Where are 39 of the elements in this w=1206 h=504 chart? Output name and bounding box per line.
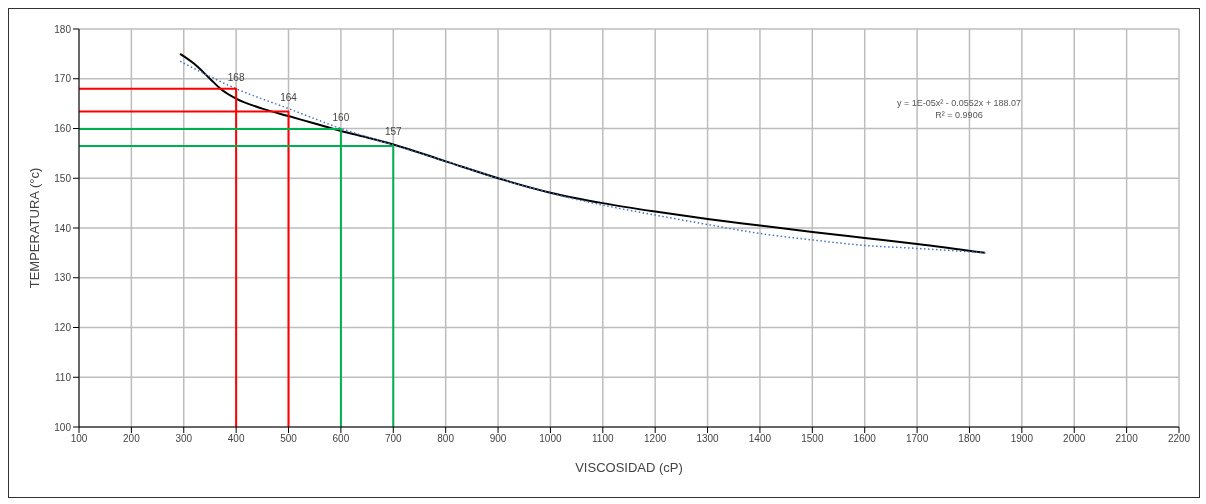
y-tick-label: 160 [54, 123, 72, 135]
x-tick-label: 600 [332, 433, 350, 445]
y-tick-label: 180 [54, 23, 72, 35]
x-tick-label: 1300 [696, 433, 720, 445]
x-tick-label: 1700 [905, 433, 929, 445]
y-tick-label: 150 [54, 172, 72, 184]
annotation: 157 [384, 126, 403, 138]
y-tick-label: 110 [55, 371, 72, 383]
annotation: 168 [227, 71, 245, 83]
x-tick-label: 1600 [853, 433, 877, 445]
x-tick-label: 1000 [539, 433, 562, 445]
annotation: 160 [332, 111, 350, 123]
x-tick-label: 2200 [1167, 433, 1191, 445]
x-tick-label: 1800 [958, 433, 982, 445]
y-tick-label: 120 [54, 322, 72, 334]
x-tick-label: 1900 [1010, 433, 1034, 445]
y-tick-label: 170 [54, 73, 72, 85]
y-axis-title: TEMPERATURA (°c) [26, 167, 42, 289]
x-tick-label: 300 [175, 433, 193, 445]
x-tick-label: 1200 [644, 433, 667, 445]
x-axis-title: VISCOSIDAD (cP) [575, 460, 683, 475]
y-tick-label: 130 [54, 272, 72, 284]
x-tick-label: 700 [384, 433, 403, 445]
y-tick-label: 100 [54, 421, 72, 433]
x-tick-label: 1400 [748, 433, 772, 445]
annotation: 164 [280, 91, 298, 103]
x-tick-label: 2000 [1063, 433, 1086, 445]
x-tick-label: 100 [70, 433, 88, 445]
x-tick-label: 800 [437, 433, 455, 445]
x-tick-label: 200 [123, 433, 141, 445]
x-tick-label: 2100 [1115, 433, 1139, 445]
x-tick-label: 900 [489, 433, 507, 445]
x-tick-label: 500 [280, 433, 298, 445]
x-tick-label: 400 [227, 433, 245, 445]
x-tick-label: 1100 [592, 433, 614, 445]
annotation: R² = 0.9906 [934, 109, 984, 121]
annotation: y = 1E-05x² - 0.0552x + 188.07 [895, 97, 1023, 109]
x-tick-label: 1500 [801, 433, 824, 445]
y-tick-label: 140 [54, 222, 72, 234]
